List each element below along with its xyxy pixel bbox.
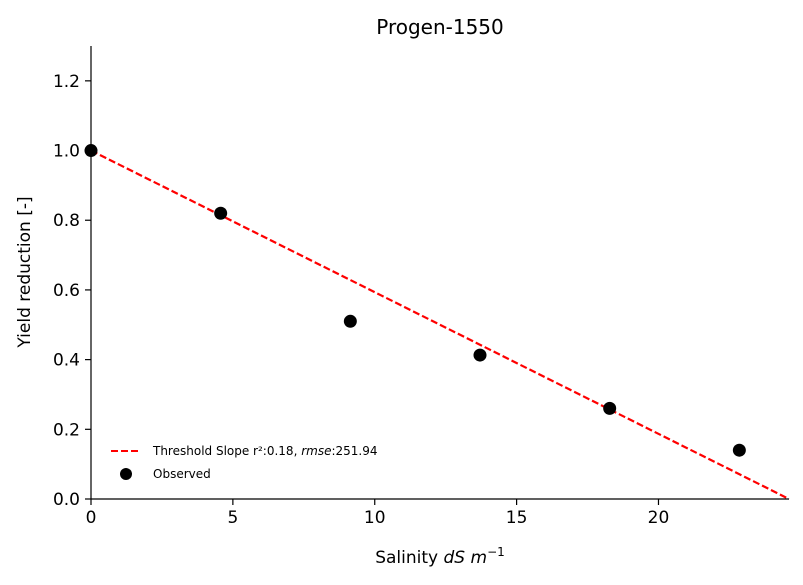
observed-point xyxy=(732,443,746,457)
y-tick-label: 0.0 xyxy=(53,490,80,510)
x-tick-label: 15 xyxy=(506,508,528,528)
x-axis-label: Salinity dS m−1 xyxy=(375,545,505,568)
legend: Threshold Slope r²:0.18, rmse:251.94 Obs… xyxy=(111,444,378,481)
x-tick-label: 5 xyxy=(227,508,238,528)
legend-label-threshold: Threshold Slope r²:0.18, rmse:251.94 xyxy=(152,444,378,458)
y-tick-label: 0.6 xyxy=(53,281,80,301)
plot-area xyxy=(84,144,790,500)
y-ticks: 0.0 0.2 0.4 0.6 0.8 1.0 1.2 xyxy=(53,72,91,510)
legend-marker-observed xyxy=(120,468,132,480)
x-tick-label: 10 xyxy=(364,508,386,528)
y-axis-label: Yield reduction [-] xyxy=(15,196,35,348)
observed-point xyxy=(603,401,617,415)
chart-title: Progen-1550 xyxy=(376,15,504,39)
observed-point xyxy=(343,314,357,328)
x-ticks: 0 5 10 15 20 xyxy=(86,499,670,528)
observed-point xyxy=(214,206,228,220)
x-tick-label: 20 xyxy=(648,508,670,528)
x-tick-label: 0 xyxy=(86,508,97,528)
observed-point xyxy=(473,348,487,362)
threshold-slope-line xyxy=(90,149,790,500)
legend-label-observed: Observed xyxy=(153,467,211,481)
y-tick-label: 0.2 xyxy=(53,420,80,440)
y-tick-label: 0.4 xyxy=(53,351,80,371)
y-tick-label: 0.8 xyxy=(53,211,80,231)
y-tick-label: 1.0 xyxy=(53,142,80,162)
y-tick-label: 1.2 xyxy=(53,72,80,92)
